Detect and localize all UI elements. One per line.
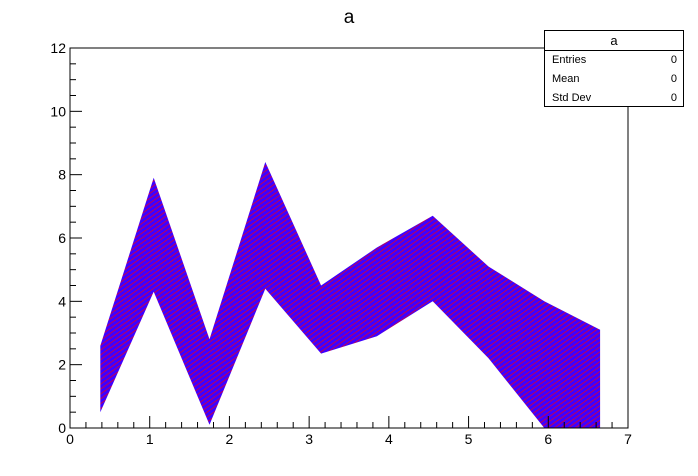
stats-value: 0 — [670, 92, 677, 104]
x-tick-label: 6 — [544, 431, 552, 447]
stats-label: Entries — [552, 54, 587, 66]
stats-value: 0 — [670, 54, 677, 66]
x-tick-label: 5 — [465, 431, 473, 447]
x-tick-label: 4 — [385, 431, 393, 447]
area-band — [100, 162, 601, 428]
y-tick-label: 10 — [50, 103, 66, 119]
x-tick-label: 1 — [146, 431, 154, 447]
x-tick-label: 2 — [226, 431, 234, 447]
stats-row-mean: Mean 0 — [545, 70, 683, 89]
stats-box: a Entries 0 Mean 0 Std Dev 0 — [544, 30, 684, 107]
y-tick-label: 12 — [50, 40, 66, 56]
stats-row-entries: Entries 0 — [545, 51, 683, 70]
y-tick-label: 8 — [58, 167, 66, 183]
stats-label: Mean — [552, 73, 580, 85]
stats-row-std-dev: Std Dev 0 — [545, 89, 683, 108]
x-tick-label: 0 — [66, 431, 74, 447]
data-area — [100, 162, 601, 428]
y-tick-label: 6 — [58, 230, 66, 246]
y-tick-label: 4 — [58, 293, 66, 309]
x-tick-label: 7 — [624, 431, 632, 447]
y-tick-label: 0 — [58, 420, 66, 436]
x-axis: 0 1 2 3 4 5 6 7 — [66, 416, 632, 447]
stats-label: Std Dev — [552, 92, 592, 104]
y-axis: 0 2 4 6 8 10 12 — [50, 40, 82, 436]
x-tick-label: 3 — [305, 431, 313, 447]
chart-title: a — [344, 7, 355, 28]
y-tick-label: 2 — [58, 357, 66, 373]
stats-value: 0 — [670, 73, 677, 85]
stats-title: a — [545, 31, 683, 51]
